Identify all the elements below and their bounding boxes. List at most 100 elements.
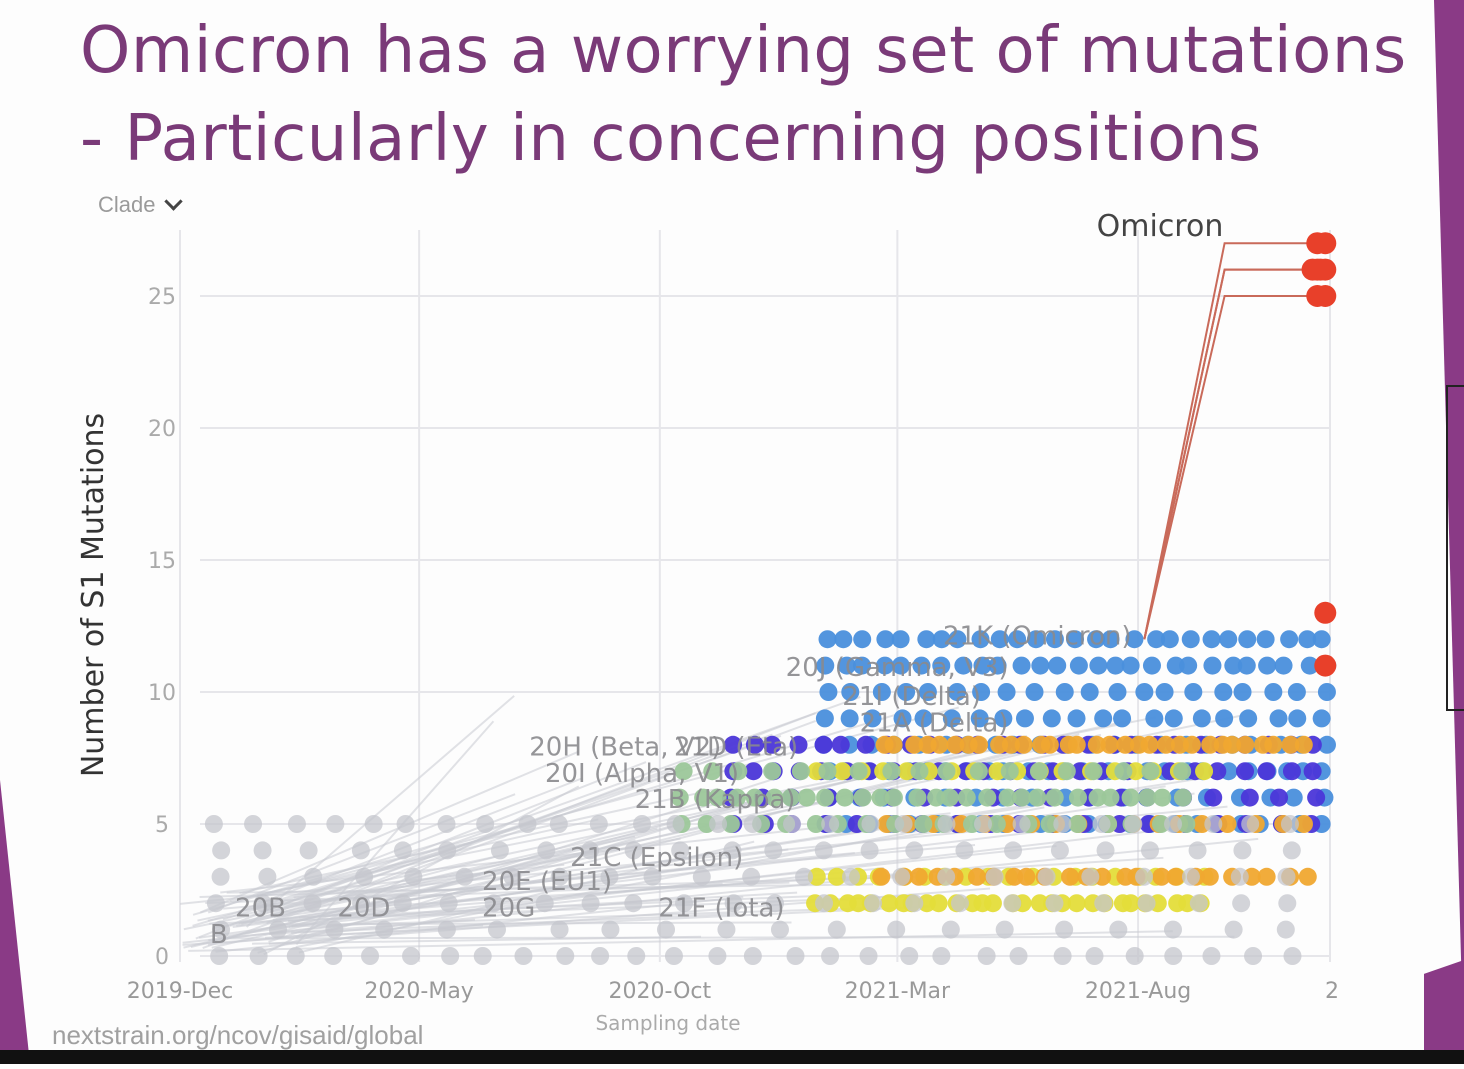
- data-point: [473, 947, 492, 965]
- data-point: [834, 630, 853, 649]
- data-point: [973, 656, 992, 675]
- clade-label: 21D (Eta): [674, 732, 798, 762]
- source-url[interactable]: nextstrain.org/ncov/gisaid/global: [52, 1020, 424, 1050]
- data-point: [1040, 815, 1059, 833]
- data-point: [806, 815, 825, 833]
- data-point: [814, 735, 833, 754]
- slide-title-line-1: Omicron has a worrying set of mutations: [80, 14, 1407, 88]
- data-point: [1270, 788, 1289, 807]
- data-point: [1106, 656, 1125, 675]
- data-point: [983, 894, 1002, 913]
- data-point: [1094, 709, 1113, 728]
- data-point: [591, 947, 610, 965]
- data-point: [1101, 788, 1120, 807]
- data-point: [1173, 788, 1192, 807]
- data-point: [1088, 788, 1107, 807]
- data-point: [1121, 894, 1140, 913]
- data-point: [937, 867, 956, 886]
- data-point: [1214, 683, 1233, 701]
- data-point: [671, 841, 690, 860]
- data-point: [743, 815, 762, 833]
- data-point: [859, 947, 878, 965]
- clade-label: 21B (Kappa): [635, 785, 796, 815]
- data-point: [1164, 920, 1183, 939]
- data-point: [882, 762, 901, 781]
- data-point: [1094, 894, 1113, 913]
- data-point: [304, 867, 323, 886]
- data-point: [827, 920, 846, 939]
- data-point: [556, 947, 575, 965]
- data-point: [872, 867, 891, 886]
- data-point: [1239, 709, 1258, 728]
- clade-dropdown[interactable]: Clade: [98, 192, 184, 218]
- data-point: [861, 815, 880, 833]
- data-point: [1224, 920, 1243, 939]
- data-point: [860, 841, 879, 860]
- data-point: [987, 815, 1006, 833]
- data-point: [1312, 709, 1331, 728]
- data-point: [985, 867, 1004, 886]
- data-point: [1280, 815, 1299, 833]
- data-point: [1138, 788, 1157, 807]
- data-point: [937, 762, 956, 781]
- data-point: [1164, 709, 1183, 728]
- data-point: [674, 762, 693, 781]
- data-point: [1125, 947, 1144, 965]
- data-point: [1153, 788, 1172, 807]
- lineage-line: [205, 881, 790, 905]
- clade-label: 21F (Iota): [658, 893, 784, 923]
- omicron-point: [1306, 232, 1329, 255]
- data-point: [1166, 656, 1185, 675]
- data-point: [835, 788, 854, 807]
- data-point: [664, 947, 683, 965]
- data-point: [1307, 788, 1326, 807]
- data-point: [833, 762, 852, 781]
- data-point: [1057, 762, 1076, 781]
- data-point: [1053, 815, 1072, 833]
- data-point: [1053, 947, 1072, 965]
- data-point: [1028, 788, 1047, 807]
- data-point: [988, 656, 1007, 675]
- data-point: [1101, 630, 1120, 649]
- data-point: [503, 867, 522, 886]
- data-point: [1042, 709, 1061, 728]
- data-point: [893, 709, 912, 728]
- data-point: [253, 894, 272, 913]
- data-point: [1224, 656, 1243, 675]
- data-point: [978, 788, 997, 807]
- data-point: [816, 788, 835, 807]
- data-point: [842, 867, 861, 886]
- data-point: [1121, 788, 1140, 807]
- data-point: [694, 788, 713, 807]
- data-point: [995, 920, 1014, 939]
- data-point: [268, 920, 287, 939]
- data-point: [212, 841, 231, 860]
- data-point: [441, 947, 460, 965]
- data-point: [892, 867, 911, 886]
- data-point: [352, 894, 371, 913]
- data-point: [1244, 947, 1263, 965]
- data-point: [1204, 815, 1223, 833]
- data-point: [786, 947, 805, 965]
- data-point: [816, 656, 835, 675]
- data-point: [1068, 815, 1087, 833]
- y-tick-label: 5: [155, 813, 169, 838]
- side-panel-frame: [1446, 385, 1464, 711]
- data-point: [258, 867, 277, 886]
- data-point: [724, 894, 743, 913]
- x-tick-label: 2019-Dec: [127, 979, 234, 1004]
- data-point: [204, 815, 223, 833]
- data-point: [1012, 815, 1031, 833]
- data-point: [549, 815, 568, 833]
- data-point: [1276, 920, 1295, 939]
- data-point: [998, 788, 1017, 807]
- y-axis-label: Number of S1 Mutations: [76, 413, 111, 777]
- data-point: [905, 841, 924, 860]
- data-point: [1026, 630, 1045, 649]
- data-point: [1278, 894, 1297, 913]
- data-point: [781, 788, 800, 807]
- data-point: [1009, 947, 1028, 965]
- lineage-line: [192, 818, 524, 916]
- data-point: [917, 630, 936, 649]
- data-point: [624, 894, 643, 913]
